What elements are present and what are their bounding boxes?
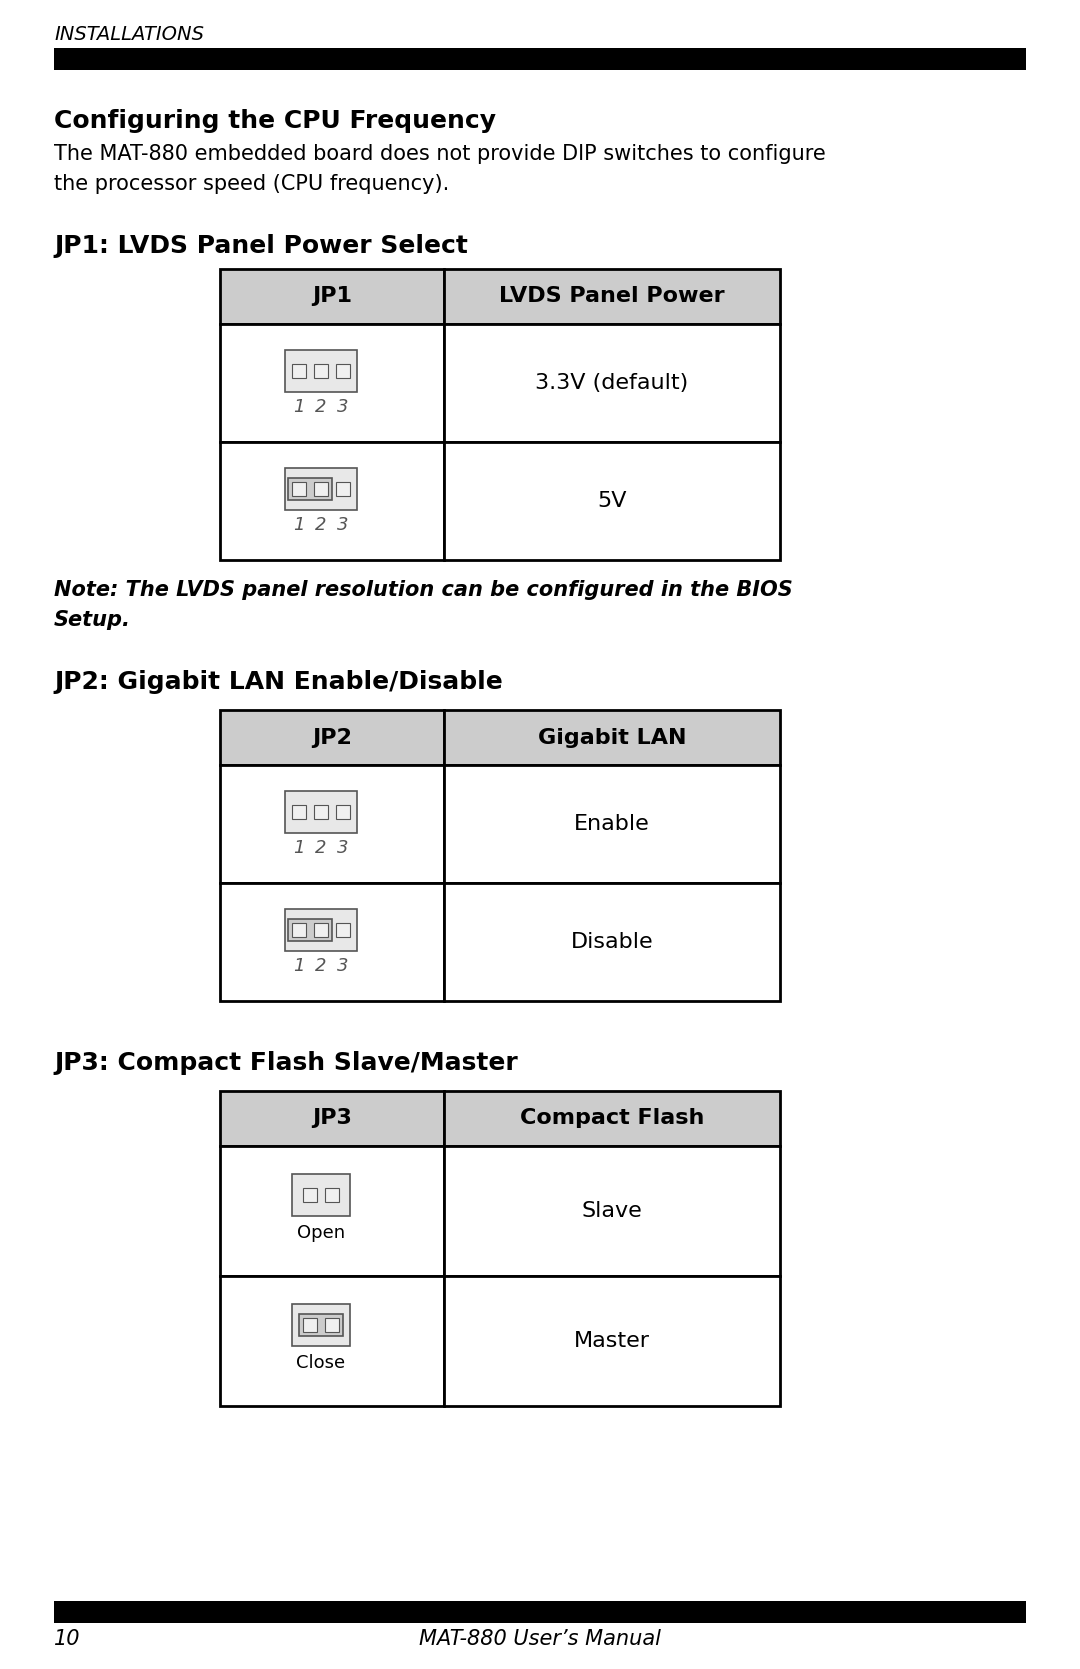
- Bar: [444, 883, 780, 1001]
- Bar: [287, 479, 332, 501]
- Bar: [285, 791, 356, 833]
- Bar: [54, 48, 1026, 70]
- Bar: [299, 1315, 342, 1337]
- Bar: [220, 324, 444, 442]
- Text: 2: 2: [315, 840, 326, 858]
- Text: 1: 1: [293, 516, 305, 534]
- Bar: [220, 1147, 444, 1277]
- Bar: [285, 910, 356, 951]
- Bar: [314, 923, 328, 938]
- Text: 3.3V (default): 3.3V (default): [536, 372, 689, 392]
- Bar: [220, 1092, 444, 1147]
- Bar: [220, 1277, 444, 1405]
- Bar: [444, 1147, 780, 1277]
- Text: Gigabit LAN: Gigabit LAN: [538, 728, 686, 748]
- Bar: [444, 324, 780, 442]
- Bar: [314, 482, 328, 496]
- Bar: [325, 1319, 339, 1332]
- Bar: [220, 269, 444, 324]
- Bar: [444, 709, 780, 764]
- Text: 2: 2: [315, 958, 326, 975]
- Bar: [444, 442, 780, 561]
- Text: INSTALLATIONS: INSTALLATIONS: [54, 25, 204, 43]
- Bar: [444, 269, 780, 324]
- Text: 1: 1: [293, 958, 305, 975]
- Text: JP2: Gigabit LAN Enable/Disable: JP2: Gigabit LAN Enable/Disable: [54, 669, 503, 694]
- Bar: [220, 883, 444, 1001]
- Bar: [292, 1305, 350, 1347]
- Bar: [336, 482, 350, 496]
- Bar: [292, 364, 306, 379]
- Bar: [444, 1092, 780, 1147]
- Text: JP1: LVDS Panel Power Select: JP1: LVDS Panel Power Select: [54, 234, 468, 259]
- Bar: [220, 442, 444, 561]
- Bar: [220, 764, 444, 883]
- Bar: [292, 804, 306, 819]
- Text: Master: Master: [573, 1330, 650, 1350]
- Bar: [336, 364, 350, 379]
- Bar: [302, 1188, 316, 1202]
- Bar: [336, 923, 350, 938]
- Text: JP3: JP3: [312, 1108, 352, 1128]
- Bar: [292, 923, 306, 938]
- Text: 1: 1: [293, 840, 305, 858]
- Text: 5V: 5V: [597, 491, 626, 511]
- Text: Disable: Disable: [570, 931, 653, 951]
- Text: MAT-880 User’s Manual: MAT-880 User’s Manual: [419, 1629, 661, 1649]
- Bar: [285, 350, 356, 392]
- Text: Note: The LVDS panel resolution can be configured in the BIOS
Setup.: Note: The LVDS panel resolution can be c…: [54, 581, 793, 629]
- Text: 3: 3: [337, 399, 349, 416]
- Text: 3: 3: [337, 958, 349, 975]
- Text: 1: 1: [293, 399, 305, 416]
- Text: Compact Flash: Compact Flash: [519, 1108, 704, 1128]
- Text: Configuring the CPU Frequency: Configuring the CPU Frequency: [54, 108, 496, 134]
- Bar: [302, 1319, 316, 1332]
- Text: JP2: JP2: [312, 728, 352, 748]
- Text: The MAT-880 embedded board does not provide DIP switches to configure
the proces: The MAT-880 embedded board does not prov…: [54, 144, 826, 194]
- Bar: [292, 482, 306, 496]
- Text: JP1: JP1: [312, 287, 352, 307]
- Text: Open: Open: [297, 1225, 345, 1242]
- Bar: [54, 1601, 1026, 1622]
- Text: JP3: Compact Flash Slave/Master: JP3: Compact Flash Slave/Master: [54, 1051, 517, 1075]
- Bar: [292, 1175, 350, 1217]
- Text: Slave: Slave: [582, 1202, 643, 1222]
- Bar: [314, 364, 328, 379]
- Text: 3: 3: [337, 840, 349, 858]
- Text: 10: 10: [54, 1629, 81, 1649]
- Bar: [336, 804, 350, 819]
- Bar: [287, 920, 332, 941]
- Bar: [444, 1277, 780, 1405]
- Bar: [444, 764, 780, 883]
- Text: 2: 2: [315, 516, 326, 534]
- Text: Enable: Enable: [575, 814, 650, 834]
- Bar: [314, 804, 328, 819]
- Text: 2: 2: [315, 399, 326, 416]
- Text: 3: 3: [337, 516, 349, 534]
- Text: LVDS Panel Power: LVDS Panel Power: [499, 287, 725, 307]
- Bar: [285, 469, 356, 511]
- Bar: [220, 709, 444, 764]
- Text: Close: Close: [296, 1355, 346, 1372]
- Bar: [325, 1188, 339, 1202]
